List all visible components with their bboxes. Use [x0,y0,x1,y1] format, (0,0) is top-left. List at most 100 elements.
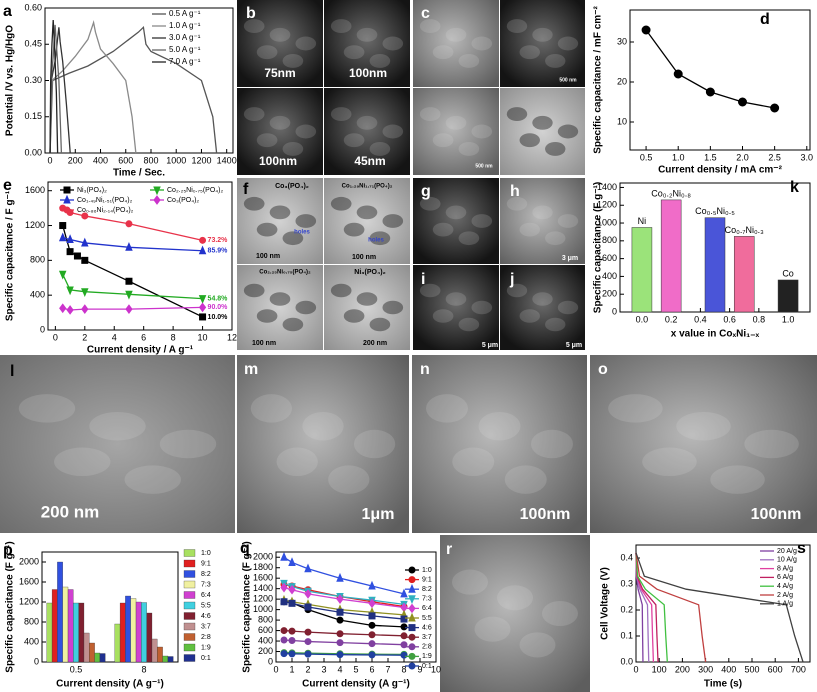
legend-label: 3:7 [201,623,211,630]
texture [608,394,663,423]
legend-marker [63,194,71,204]
texture [356,115,378,130]
marker [336,639,344,647]
legend-marker [408,624,416,632]
bar [141,602,147,663]
marker [59,222,67,230]
texture [445,115,467,130]
legend-label: 0:1 [422,663,432,670]
bar [114,623,121,663]
texture [282,53,304,68]
micrograph [500,88,585,175]
legend-label: 1:9 [201,644,211,651]
x-tick-label: 1200 [191,155,211,165]
y-tick-label: 10 [617,116,627,126]
texture [471,36,493,51]
legend-marker [408,566,416,574]
texture [426,394,468,423]
panel-letter: p [3,542,13,559]
legend-label: 4:6 [422,624,432,631]
line [635,552,707,663]
texture [471,300,493,315]
y-tick-label: 400 [258,635,273,645]
legend-marker [408,576,416,584]
texture [506,283,528,298]
panel-letter: g [421,183,431,200]
x-tick-label: 7 [385,664,390,674]
texture [54,447,111,477]
texture [282,141,304,156]
texture [343,133,365,148]
micrograph [237,88,323,175]
bar [660,199,682,313]
legend-label: 9:1 [201,560,211,567]
image-label: 75nm [264,66,295,80]
legend-label: 4 A/g [777,583,793,590]
x-tick-label: 300 [698,664,713,674]
marker [288,637,296,645]
bar [135,601,142,663]
texture [269,205,291,220]
texture [545,317,566,332]
x-tick-label: 4 [112,332,117,342]
marker [66,248,74,256]
bar-label: Co₀.₇Ni₀.₃ [725,225,765,235]
texture [532,27,553,42]
legend-label: Co₂.₂₅Ni₀.₇₅(PO₄)₂ [167,187,223,194]
panel-letter: o [598,361,608,378]
y-tick-label: 1200 [25,220,45,230]
y-tick-label: 800 [258,614,273,624]
marker [641,25,651,35]
marker [368,651,376,659]
legend-label: 5:5 [422,615,432,622]
y-tick-label: 600 [258,625,273,635]
x-tick-label: 100 [652,664,667,674]
micrograph [237,355,409,533]
micrograph [500,0,585,87]
panel-letter: k [790,179,799,196]
x-tick-label: 9 [417,664,422,674]
panel-letter: n [420,361,430,378]
legend-label: 10 A/g [777,557,797,564]
bar [125,595,131,663]
panel-letter: a [3,3,12,20]
marker [198,295,207,304]
texture [519,632,556,658]
y-tick-label: 1000 [597,217,617,227]
micrograph [237,0,323,87]
y-tick-label: 1200 [19,596,39,606]
texture [295,300,317,315]
y-tick-label: 0.30 [24,75,42,85]
marker [198,245,207,255]
end-label: 10.0% [208,314,229,321]
marker [400,632,408,640]
texture [557,36,579,51]
texture [256,45,278,60]
marker [198,302,207,313]
x-tick-label: 200 [675,664,690,674]
texture [710,465,765,494]
bar-label: Co₀.₂Ni₀.₈ [651,188,691,198]
y-tick-label: 600 [602,253,617,263]
image-label: 100 nm [252,340,276,347]
legend-label: 1:0 [201,550,211,557]
marker [304,638,312,646]
bar [157,646,163,663]
bar [78,602,85,663]
texture [269,27,291,42]
legend-label: 0:1 [201,655,211,662]
legend-swatch [183,612,196,620]
line [49,25,218,154]
marker [125,242,133,251]
marker [280,598,288,606]
texture [458,141,480,156]
marker [400,651,408,659]
y-tick-label: 1800 [253,562,273,572]
x-tick-label: 1.5 [704,152,717,162]
micrograph [440,535,590,692]
marker [304,589,312,599]
y-tick-label: 1400 [253,583,273,593]
legend-marker [63,186,71,194]
line [49,19,137,154]
y-tick-label: 800 [602,235,617,245]
